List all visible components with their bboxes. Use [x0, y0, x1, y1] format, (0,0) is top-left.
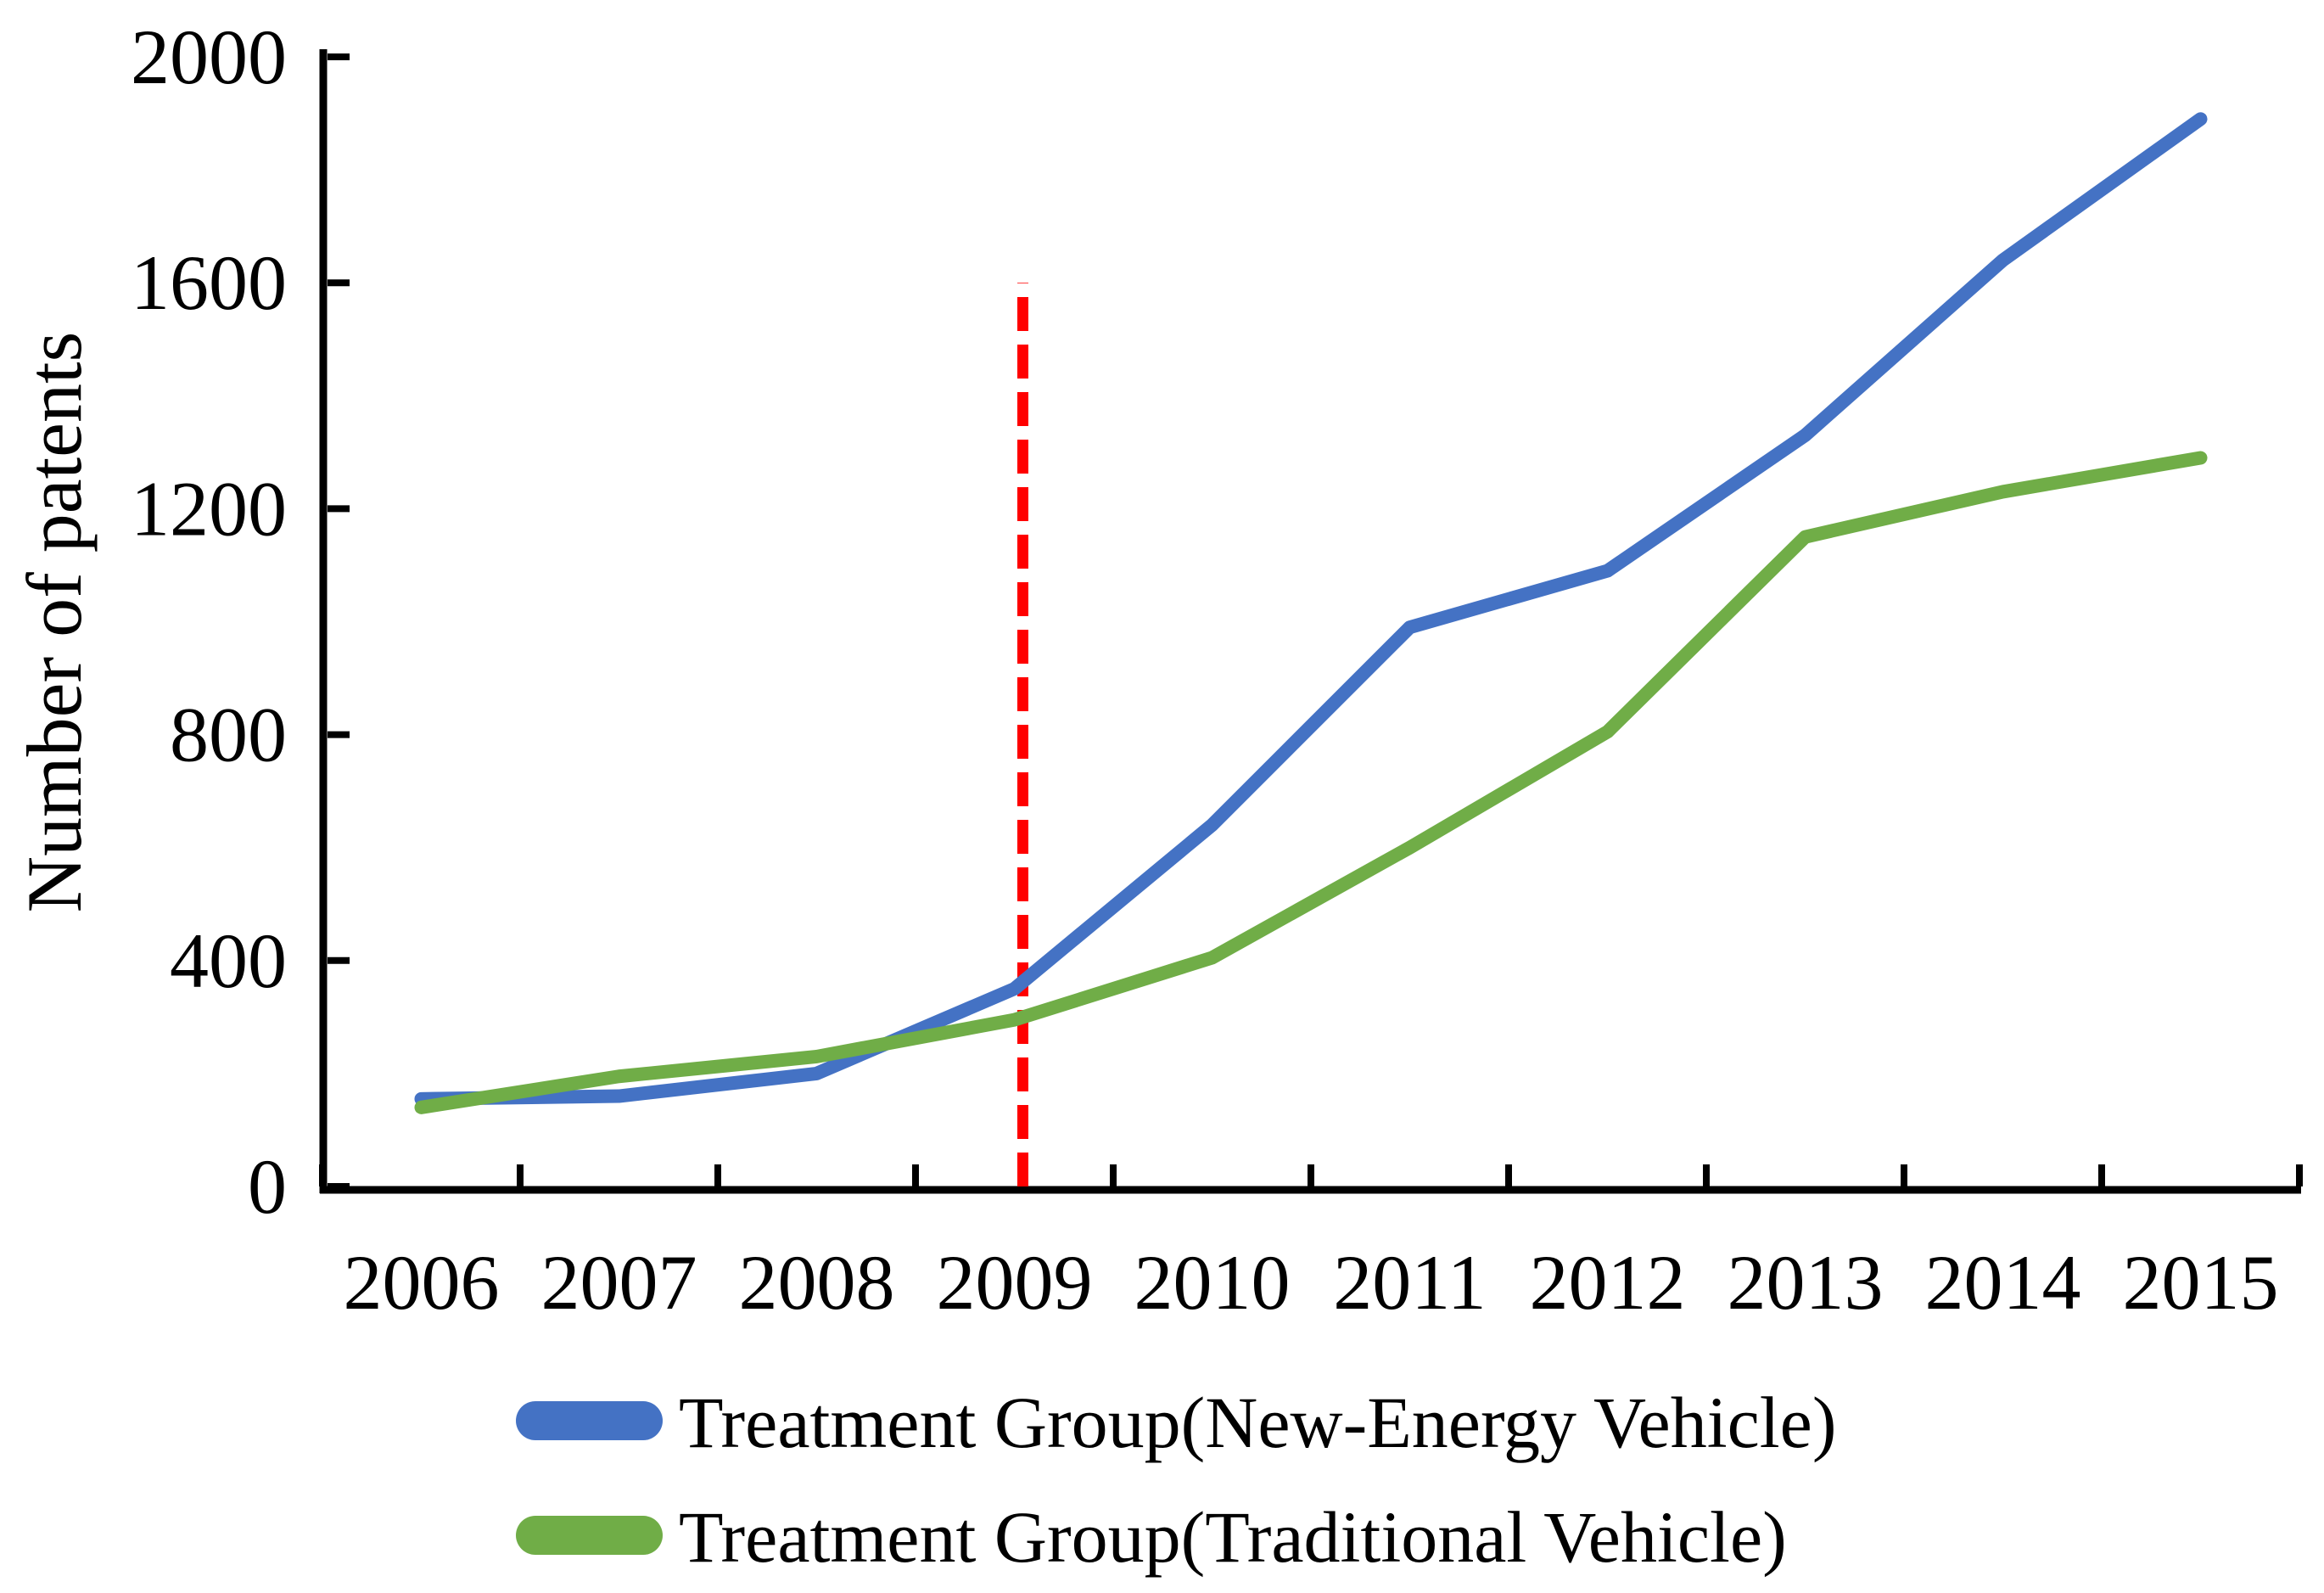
legend-label-traditional: Treatment Group(Traditional Vehicle): [679, 1496, 1787, 1578]
x-tick-label: 2011: [1333, 1239, 1487, 1326]
y-tick-label: 1200: [131, 465, 287, 552]
y-axis-tick-labels: 0 400 800 1200 1600 2000: [131, 14, 287, 1230]
series-line-new-energy: [414, 112, 2208, 1106]
y-axis-title: Number of patents: [11, 332, 98, 913]
x-tick-label: 2015: [2123, 1239, 2279, 1326]
y-tick-label: 1600: [131, 239, 287, 326]
axes: 0 400 800 1200 1600 2000 2006 2007 2008 2009 2010…: [11, 14, 2303, 1326]
plot-area: [414, 112, 2208, 1186]
x-tick-label: 2008: [739, 1239, 895, 1326]
x-tick-label: 2009: [937, 1239, 1093, 1326]
legend-swatch-traditional: [516, 1516, 663, 1555]
legend-item-traditional: Treatment Group(Traditional Vehicle): [516, 1496, 1787, 1578]
y-tick-label: 800: [170, 692, 287, 778]
x-tick-label: 2007: [541, 1239, 697, 1326]
x-axis-tick-labels: 2006 2007 2008 2009 2010 2011 2012 2013 2014 2015: [344, 1239, 2279, 1326]
x-tick-label: 2012: [1530, 1239, 1686, 1326]
series-line-traditional: [414, 451, 2208, 1114]
y-axis-ticks: [328, 53, 350, 1190]
legend-label-new-energy: Treatment Group(New-Energy Vehicle): [679, 1382, 1837, 1463]
x-tick-label: 2010: [1134, 1239, 1291, 1326]
x-axis-ticks: [319, 1164, 2303, 1186]
y-tick-label: 0: [248, 1143, 287, 1230]
legend-swatch-new-energy: [516, 1401, 663, 1440]
x-tick-label: 2006: [344, 1239, 500, 1326]
legend-item-new-energy: Treatment Group(New-Energy Vehicle): [516, 1382, 1837, 1463]
y-tick-label: 400: [170, 917, 287, 1004]
legend: Treatment Group(New-Energy Vehicle) Trea…: [516, 1382, 1837, 1578]
x-tick-label: 2013: [1728, 1239, 1884, 1326]
x-tick-label: 2014: [1925, 1239, 2081, 1326]
y-tick-label: 2000: [131, 14, 287, 100]
